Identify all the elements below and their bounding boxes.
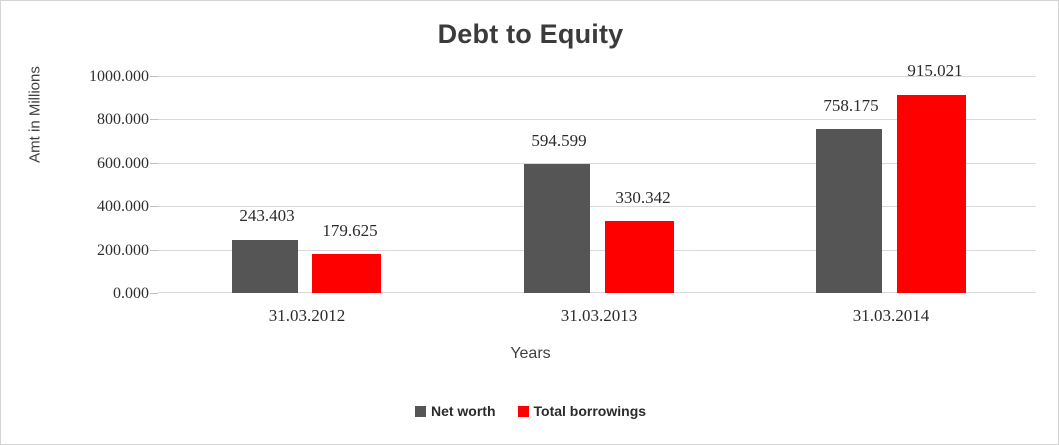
gridline-400 xyxy=(158,206,1036,207)
bar-value-total-borrowings-2012: 179.625 xyxy=(322,221,378,240)
legend-label-total-borrowings: Total borrowings xyxy=(533,403,647,419)
bar-net-worth-2013[interactable] xyxy=(524,164,590,293)
chart-title: Debt to Equity xyxy=(437,19,624,49)
bar-value-net-worth-2014: 758.175 xyxy=(823,96,879,115)
y-tick-label-1000: 1000.000 xyxy=(89,68,149,85)
gridline-800 xyxy=(158,119,1036,120)
gridline-0 xyxy=(158,292,1036,293)
legend-swatch-icon-total-borrowings xyxy=(517,405,529,417)
plot-area xyxy=(158,76,1036,293)
y-tick-label-0: 0.000 xyxy=(113,285,149,302)
legend-label-net-worth: Net worth xyxy=(430,403,496,419)
bar-value-net-worth-2012: 243.403 xyxy=(239,206,295,225)
y-tick-mark-1000 xyxy=(150,76,158,77)
bar-total-borrowings-2013[interactable] xyxy=(605,221,674,293)
x-tick-label-2013: 31.03.2013 xyxy=(560,306,638,325)
y-tick-label-400: 400.000 xyxy=(97,198,149,215)
y-tick-label-200: 200.000 xyxy=(97,242,149,259)
legend-item-net-worth[interactable]: Net worth xyxy=(414,403,496,419)
x-axis-title: Years xyxy=(510,345,551,362)
gridline-1000 xyxy=(158,76,1036,77)
bar-total-borrowings-2012[interactable] xyxy=(312,254,381,293)
y-tick-mark-200 xyxy=(150,250,158,251)
y-tick-label-800: 800.000 xyxy=(97,111,149,128)
bar-value-total-borrowings-2013: 330.342 xyxy=(615,188,671,207)
bar-net-worth-2012[interactable] xyxy=(232,240,298,293)
bar-value-net-worth-2013: 594.599 xyxy=(531,131,587,150)
x-tick-label-2014: 31.03.2014 xyxy=(852,306,930,325)
y-axis-title: Amt in Millions xyxy=(26,66,44,163)
chart-legend: Net worth Total borrowings xyxy=(1,403,1058,419)
y-tick-mark-400 xyxy=(150,206,158,207)
legend-item-total-borrowings[interactable]: Total borrowings xyxy=(517,403,647,419)
bar-total-borrowings-2014[interactable] xyxy=(897,95,966,293)
y-tick-label-600: 600.000 xyxy=(97,155,149,172)
y-tick-mark-800 xyxy=(150,119,158,120)
x-tick-label-2012: 31.03.2012 xyxy=(268,306,346,325)
gridline-600 xyxy=(158,163,1036,164)
gridline-200 xyxy=(158,250,1036,251)
bar-value-total-borrowings-2014: 915.021 xyxy=(907,61,963,80)
y-tick-mark-0 xyxy=(150,293,158,294)
bar-net-worth-2014[interactable] xyxy=(816,129,882,293)
y-tick-mark-600 xyxy=(150,163,158,164)
legend-swatch-icon-net-worth xyxy=(414,405,426,417)
